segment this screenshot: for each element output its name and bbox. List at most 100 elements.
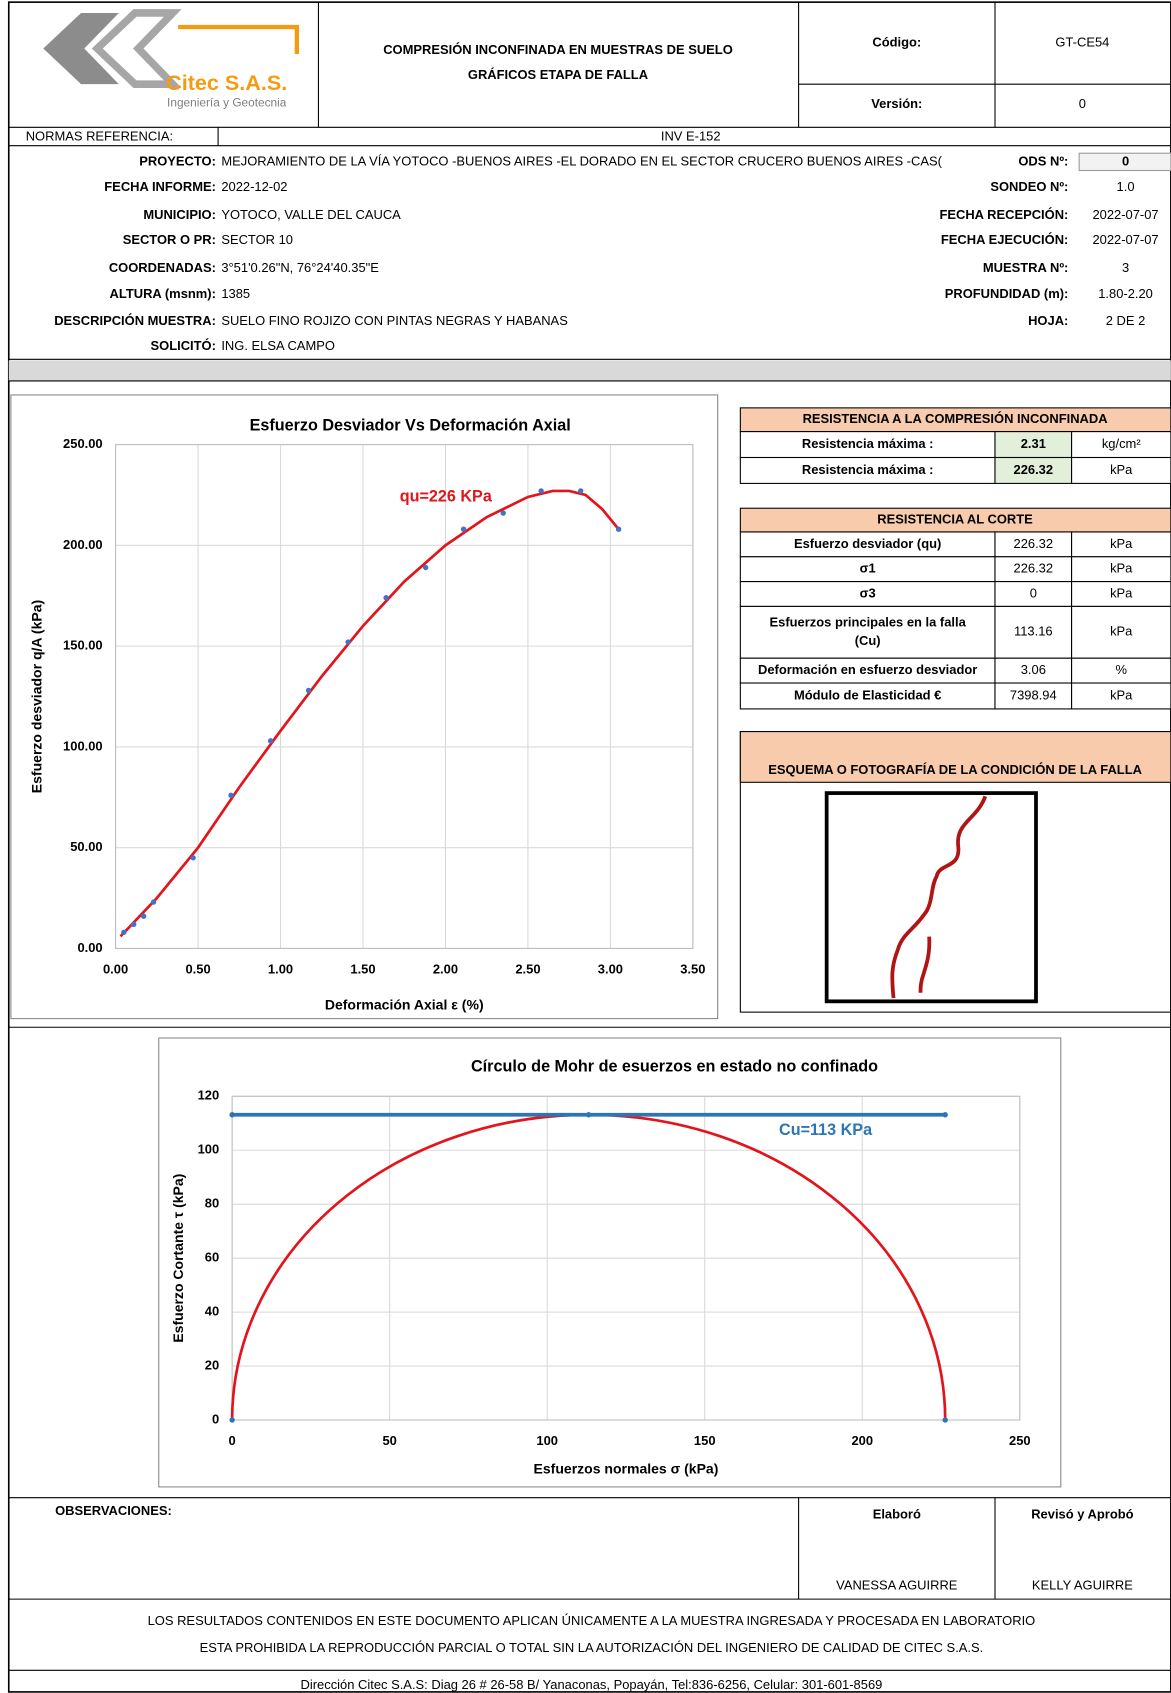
data-point [422, 564, 429, 571]
info-value: SECTOR 10 [221, 232, 293, 247]
x-axis-label: Esfuerzos normales σ (kPa) [534, 1460, 719, 1476]
info-value: 2 DE 2 [1106, 313, 1146, 328]
y-tick-label: 60 [205, 1250, 219, 1265]
table-text: 226.32 [1014, 462, 1054, 477]
data-point [229, 1417, 235, 1423]
chart: 0 50 100 150 200 250 0 20 40 60 80 100 120 Círculo de… [170, 1057, 1031, 1476]
y-tick-label: 120 [198, 1088, 220, 1103]
x-tick-label: 100 [536, 1433, 558, 1448]
data-point [228, 792, 234, 798]
crack [918, 936, 932, 993]
info-label: SONDEO Nº: [990, 179, 1068, 194]
table-text: kPa [1110, 585, 1133, 600]
table-text: Resistencia máxima : [802, 462, 934, 477]
mohr-circle [230, 1113, 947, 1421]
table-title: RESISTENCIA AL CORTE [877, 512, 1033, 527]
info-value: MEJORAMIENTO DE LA VÍA YOTOCO -BUENOS AI… [221, 153, 942, 168]
table-cell [994, 657, 1073, 684]
table-text: Esfuerzos principales en la falla (Cu) [770, 615, 967, 648]
data-point [942, 1417, 948, 1423]
annotation: qu=226 KPa [400, 488, 493, 506]
table-text: 7398.94 [1010, 687, 1057, 702]
table-text: kPa [1110, 624, 1133, 639]
y-tick-label: 20 [205, 1357, 219, 1372]
x-tick-label: 2.50 [515, 961, 540, 976]
info-label: FECHA INFORME: [104, 179, 216, 194]
crack [890, 795, 988, 999]
table-text: kPa [1110, 462, 1133, 477]
info-label: HOJA: [1028, 313, 1068, 328]
data-point [538, 488, 544, 494]
info-label: PROFUNDIDAD (m): [945, 286, 1069, 301]
table-text: Resistencia máxima : [802, 436, 934, 451]
value: KELLY AGUIRRE [1032, 1578, 1133, 1593]
info-value: YOTOCO, VALLE DEL CAUCA [221, 207, 401, 222]
y-tick-label: 250.00 [63, 436, 103, 451]
x-tick-label: 3.00 [598, 961, 623, 976]
data-point [942, 1112, 948, 1118]
y-tick-label: 0.00 [77, 940, 102, 955]
table-text: kPa [1110, 536, 1133, 551]
info-value: 1385 [221, 286, 250, 301]
table-cell [1071, 431, 1171, 459]
info-value: 3°51'0.26"N, 76°24'40.35"E [221, 260, 379, 275]
label: Código: [872, 35, 921, 50]
table-text-line: Esfuerzos principales en la falla [770, 615, 967, 630]
info-value: 2022-07-07 [1092, 232, 1158, 247]
table-text: 2.31 [1021, 436, 1046, 451]
info-value: 1.80-2.20 [1098, 286, 1153, 301]
info-label: DESCRIPCIÓN MUESTRA: [54, 313, 216, 328]
chart-title: Círculo de Mohr de esuerzos en estado no… [471, 1057, 878, 1075]
info-value: SUELO FINO ROJIZO CON PINTAS NEGRAS Y HA… [221, 313, 568, 328]
x-tick-label: 0.00 [103, 961, 128, 976]
label: Elaboró [873, 1506, 921, 1521]
info-label: FECHA RECEPCIÓN: [939, 207, 1068, 222]
table-text-line: (Cu) [855, 633, 881, 648]
data-point [150, 899, 157, 905]
y-tick-label: 100 [198, 1142, 220, 1157]
table-text: σ3 [860, 585, 876, 600]
value: 0 [1079, 96, 1086, 111]
data-point [585, 1112, 592, 1118]
table-text: kPa [1110, 561, 1133, 576]
label: NORMAS REFERENCIA: [26, 128, 173, 143]
data-point [383, 595, 389, 601]
table-text: σ1 [860, 561, 876, 576]
plot-area [115, 444, 694, 950]
label: OBSERVACIONES: [55, 1503, 172, 1518]
info-label: FECHA EJECUCIÓN: [941, 232, 1068, 247]
x-tick-label: 0.50 [185, 961, 210, 976]
y-axis-label: Esfuerzo desviador q/A (kPa) [29, 600, 45, 793]
data-point [190, 855, 196, 861]
y-tick-label: 150.00 [63, 638, 103, 653]
table-cell [994, 605, 1073, 659]
table-text: % [1115, 662, 1127, 677]
table-cell [994, 682, 1073, 710]
chart-title: Esfuerzo Desviador Vs Deformación Axial [250, 416, 571, 434]
series-line [119, 489, 620, 938]
info-value: 2022-12-02 [221, 179, 287, 194]
label: Revisó y Aprobó [1031, 1506, 1133, 1521]
chart-frame [158, 1037, 1062, 1488]
table-cell [739, 581, 996, 607]
data-point [131, 921, 137, 927]
doc-subtitle: GRÁFICOS ETAPA DE FALLA [468, 67, 648, 82]
chart: 0.00 0.50 1.00 1.50 2.00 2.50 3.00 3.50 0.00 50.0… [29, 416, 706, 1012]
y-tick-label: 0 [212, 1411, 219, 1426]
info-label: COORDENADAS: [109, 260, 216, 275]
table-cell [739, 682, 996, 710]
doc-title: COMPRESIÓN INCONFINADA EN MUESTRAS DE SU… [383, 42, 733, 57]
x-tick-label: 3.50 [680, 961, 705, 976]
table-cell [994, 456, 1073, 484]
disclaimer: ESTA PROHIBIDA LA REPRODUCCIÓN PARCIAL O… [200, 1640, 984, 1655]
logo-accent [178, 24, 300, 54]
x-tick-label: 0 [229, 1433, 236, 1448]
brand: Citec S.A.S. [166, 70, 287, 95]
info-label: MUNICIPIO: [143, 207, 216, 222]
info-label: MUESTRA Nº: [983, 260, 1068, 275]
layout [7, 1, 1171, 1693]
table-text: Esfuerzo desviador (qu) [794, 536, 941, 551]
x-tick-label: 150 [694, 1433, 716, 1448]
info-label: ODS Nº: [1018, 153, 1068, 168]
